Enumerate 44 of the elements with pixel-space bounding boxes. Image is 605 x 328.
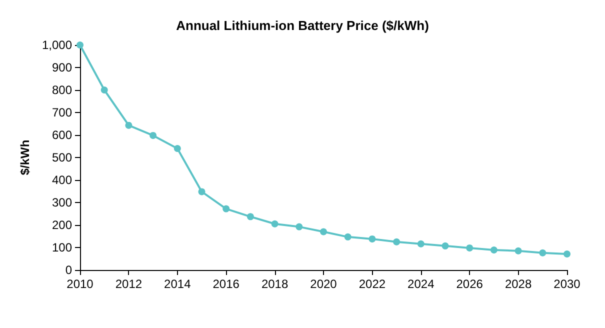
- y-tick-label: 0: [65, 263, 72, 277]
- y-tick-label: 100: [52, 240, 72, 254]
- y-tick-label: 200: [52, 218, 72, 232]
- point: [296, 223, 303, 230]
- x-tick-label: 2026: [456, 277, 484, 291]
- point: [490, 246, 498, 254]
- x-tick-label: 2012: [115, 277, 142, 291]
- point: [271, 220, 278, 228]
- x-tick-label: 2030: [554, 277, 581, 291]
- point: [320, 228, 327, 236]
- point: [442, 242, 449, 250]
- x-tick-label: 2028: [504, 277, 532, 291]
- y-tick-label: 400: [52, 173, 72, 187]
- y-tick-label: 900: [52, 60, 72, 74]
- point: [125, 122, 132, 129]
- point: [222, 205, 230, 212]
- point: [198, 188, 206, 196]
- y-tick-label: 800: [52, 83, 72, 97]
- y-tick-label: 1,000: [42, 38, 72, 52]
- x-tick-label: 2022: [358, 277, 386, 291]
- y-tick-label: 700: [52, 106, 72, 120]
- point: [150, 132, 157, 139]
- point: [417, 240, 424, 248]
- x-tick-label: 2024: [408, 277, 435, 291]
- x-tick-label: 2010: [66, 277, 94, 291]
- x-tick-label: 2014: [164, 277, 192, 291]
- point: [246, 213, 254, 220]
- y-tick-label: 300: [52, 196, 72, 210]
- point: [514, 247, 522, 254]
- y-tick-label: 500: [52, 150, 72, 164]
- point: [100, 86, 108, 94]
- y-axis-title: $/kWh: [18, 140, 32, 176]
- x-tick-label: 2020: [310, 277, 338, 291]
- x-tick-label: 2018: [261, 277, 288, 291]
- point: [368, 235, 376, 242]
- point: [466, 244, 474, 252]
- point: [393, 238, 400, 246]
- chart-title: Annual Lithium-ion Battery Price ($/kWh): [176, 18, 429, 33]
- point: [564, 250, 570, 258]
- y-tick-label: 600: [52, 128, 72, 142]
- point: [539, 249, 546, 256]
- x-tick-label: 2016: [212, 277, 240, 291]
- point: [174, 145, 181, 152]
- point: [344, 233, 352, 240]
